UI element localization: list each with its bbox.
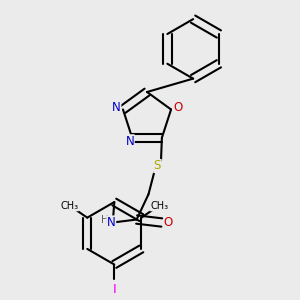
- Text: O: O: [164, 216, 173, 229]
- Text: CH₃: CH₃: [150, 201, 168, 211]
- Text: S: S: [154, 160, 161, 172]
- Text: H: H: [101, 215, 109, 225]
- Text: I: I: [112, 283, 116, 296]
- Text: N: N: [125, 135, 134, 148]
- Text: CH₃: CH₃: [60, 201, 79, 211]
- Text: O: O: [173, 101, 182, 115]
- Text: N: N: [107, 216, 116, 229]
- Text: N: N: [112, 101, 121, 115]
